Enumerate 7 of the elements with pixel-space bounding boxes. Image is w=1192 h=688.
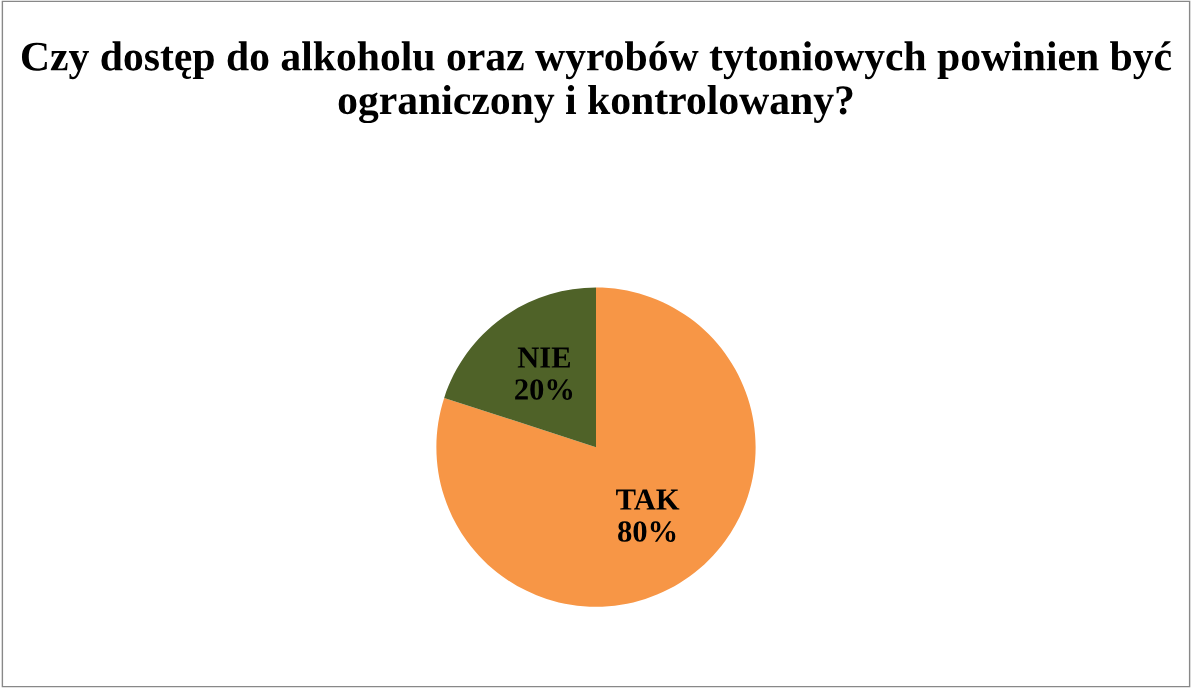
pie-slice (436, 287, 756, 607)
slice-label: TAK (616, 489, 680, 510)
chart-title: Czy dostęp do alkoholu oraz wyrobów tytoniowych powinien być ograniczony i kontrolowany? (21, 41, 1172, 124)
data-label: 80% (618, 521, 676, 542)
slice-label: NIE (517, 347, 570, 368)
data-label: 20% (515, 379, 573, 400)
pie-slice (444, 287, 596, 448)
